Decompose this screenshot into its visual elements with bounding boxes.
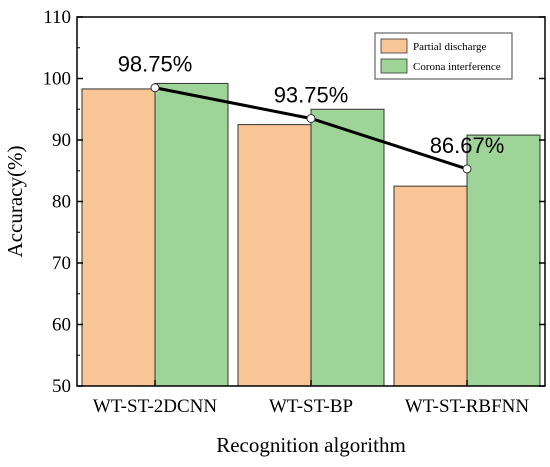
y-tick-label: 90 (52, 130, 71, 151)
trend-marker-1 (150, 83, 160, 93)
bar-partial-discharge-3 (393, 185, 468, 387)
legend-swatch-2 (380, 58, 408, 74)
bar-partial-discharge-1 (81, 88, 156, 387)
y-tick-label: 70 (52, 253, 71, 274)
y-tick-label: 80 (52, 192, 71, 213)
data-label-1: 98.75% (118, 52, 193, 77)
legend-label-1: Partial discharge (413, 41, 487, 53)
legend-swatch-1 (380, 38, 408, 54)
y-tick-label: 60 (52, 315, 71, 336)
legend-label-2: Corona interference (413, 61, 501, 73)
y-tick-label: 110 (43, 7, 71, 28)
data-label-2: 93.75% (274, 82, 349, 107)
trend-line-layer (150, 83, 472, 174)
data-labels: 98.75% 93.75% 86.67% (118, 52, 505, 158)
y-tick-label: 50 (52, 376, 71, 397)
x-tick-label: WT-ST-2DCNN (93, 396, 217, 417)
x-tick-label: WT-ST-BP (269, 396, 353, 417)
y-axis: 50 60 70 80 90 100 110 (43, 7, 545, 397)
trend-marker-3 (462, 164, 472, 174)
trend-marker-2 (306, 113, 316, 123)
x-tick-label: WT-ST-RBFNN (405, 396, 530, 417)
x-axis-title: Recognition algorithm (216, 433, 406, 457)
data-label-3: 86.67% (430, 133, 505, 158)
bar-corona-interference-3 (466, 134, 541, 387)
bar-corona-interference-2 (310, 108, 385, 387)
x-axis: WT-ST-2DCNN WT-ST-BP WT-ST-RBFNN (93, 380, 530, 417)
y-tick-label: 100 (43, 69, 72, 90)
bars-layer (81, 82, 541, 387)
y-axis-title: Accuracy(%) (3, 146, 27, 258)
bar-corona-interference-1 (154, 82, 229, 387)
legend: Partial discharge Corona interference (374, 32, 513, 80)
bar-partial-discharge-2 (237, 124, 312, 387)
